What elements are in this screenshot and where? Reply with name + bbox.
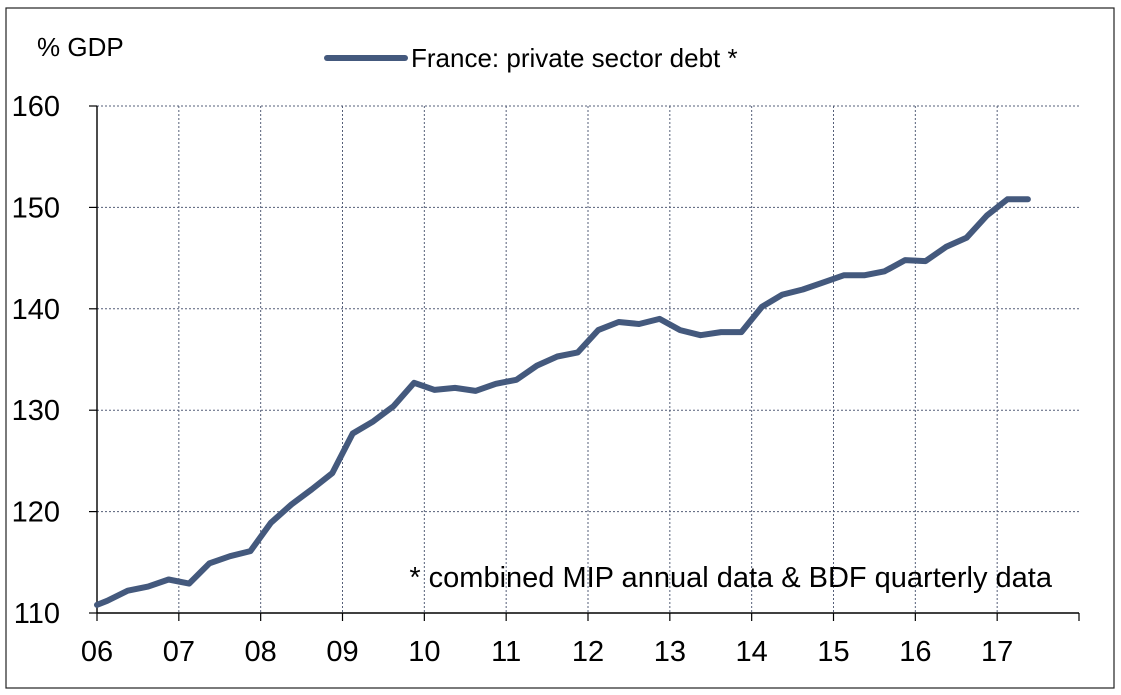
x-tick-label: 15: [817, 636, 849, 668]
data-point: [923, 258, 928, 264]
series-line-0: [94, 196, 1031, 608]
grid-lines: [97, 105, 1079, 613]
chart-annotation: * combined MIP annual data & BDF quarter…: [409, 562, 1053, 594]
data-point: [596, 327, 601, 333]
data-point: [248, 548, 253, 554]
data-point: [964, 235, 969, 241]
data-point: [370, 419, 376, 424]
data-point: [514, 377, 519, 382]
data-point: [739, 329, 744, 335]
data-point: [145, 584, 151, 589]
data-point: [555, 354, 560, 359]
data-point: [984, 213, 990, 218]
x-tick-label: 11: [491, 636, 521, 668]
data-point: [821, 280, 826, 285]
data-point: [759, 304, 765, 309]
data-point: [943, 244, 949, 250]
x-tick-label: 16: [899, 636, 931, 668]
data-point: [718, 329, 724, 335]
data-point: [411, 380, 417, 386]
data-point: [105, 598, 110, 604]
y-axis-label: % GDP: [37, 32, 124, 62]
x-tick-label: 09: [326, 636, 358, 668]
data-point: [882, 269, 887, 274]
data-point: [309, 487, 315, 492]
y-tick-label: 150: [12, 192, 60, 224]
data-point: [94, 602, 100, 608]
data-point: [575, 350, 580, 355]
y-tick-label: 120: [12, 497, 60, 529]
data-point: [493, 381, 499, 387]
data-point: [698, 332, 703, 338]
data-point: [636, 321, 642, 327]
data-point: [841, 273, 846, 278]
y-tick-label: 160: [12, 91, 60, 123]
data-point: [207, 561, 212, 566]
data-point: [616, 319, 621, 325]
legend-label-0: France: private sector debt *: [411, 43, 738, 73]
x-tick-label: 13: [654, 636, 686, 668]
data-point: [657, 316, 662, 322]
x-tick-label: 08: [245, 636, 277, 668]
x-tick-label: 10: [408, 636, 440, 668]
y-tick-label: 140: [12, 294, 60, 326]
data-point: [1025, 197, 1031, 202]
data-point: [268, 520, 274, 525]
data-point: [391, 403, 396, 409]
data-point: [902, 257, 908, 263]
series-layer: [94, 196, 1031, 608]
data-point: [1005, 197, 1010, 202]
x-tick-label: 17: [981, 636, 1013, 668]
y-tick-labels: 110 120 130 140 150 160: [12, 91, 60, 630]
data-point: [186, 581, 192, 586]
data-point: [452, 385, 458, 391]
x-tick-label: 12: [572, 636, 604, 668]
data-point: [534, 363, 540, 368]
x-tick-label: 14: [736, 636, 768, 668]
chart-frame: [5, 7, 1115, 689]
data-point: [125, 588, 130, 593]
x-tick-labels: 06 07 08 09 10 11 12 13 14 15 16 17: [81, 636, 1013, 668]
y-tick-label: 130: [12, 395, 60, 427]
data-point: [166, 577, 171, 582]
x-tick-label: 06: [81, 636, 113, 668]
x-tick-label: 07: [163, 636, 195, 668]
axes: [89, 105, 1080, 621]
legend: France: private sector debt *: [324, 43, 738, 73]
data-point: [330, 470, 335, 476]
data-point: [677, 327, 683, 333]
data-point: [473, 388, 478, 394]
data-point: [861, 273, 867, 278]
data-point: [350, 431, 355, 436]
y-tick-label: 110: [14, 598, 60, 630]
data-point: [289, 502, 294, 507]
data-point: [432, 387, 437, 393]
data-point: [227, 554, 233, 559]
data-point: [800, 287, 806, 292]
data-point: [780, 292, 785, 297]
